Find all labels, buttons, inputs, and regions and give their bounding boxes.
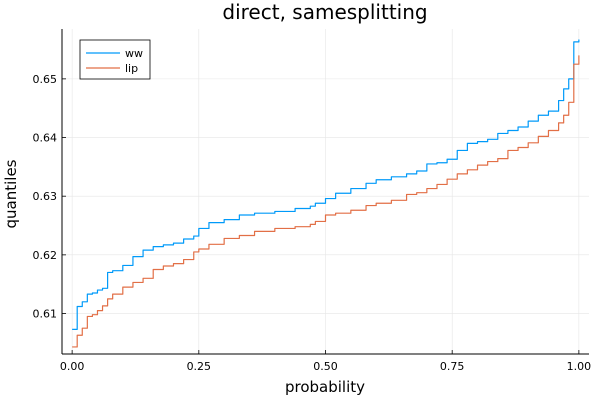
chart-title: direct, samesplitting: [222, 0, 427, 24]
series-layer: [72, 39, 580, 348]
legend: ww lip: [79, 39, 151, 80]
y-tick-label: 0.63: [33, 190, 58, 203]
y-tick-label: 0.64: [33, 132, 58, 145]
x-tick-label: 1.00: [567, 360, 592, 373]
legend-label-ww: ww: [125, 47, 143, 60]
x-tick-label: 0.25: [187, 360, 212, 373]
y-tick-label: 0.61: [33, 308, 58, 321]
x-axis-ticks: 0.00 0.25 0.50 0.75 1.00: [60, 350, 591, 373]
y-axis-label: quantiles: [2, 159, 20, 228]
x-tick-label: 0.00: [60, 360, 85, 373]
y-tick-label: 0.65: [33, 73, 58, 86]
x-tick-label: 0.50: [313, 360, 338, 373]
y-axis-ticks: 0.61 0.62 0.63 0.64 0.65: [33, 73, 66, 321]
series-line-lip: [72, 55, 580, 348]
x-tick-label: 0.75: [440, 360, 465, 373]
series-line-ww: [72, 39, 580, 330]
x-axis-label: probability: [285, 378, 365, 396]
y-tick-label: 0.62: [33, 249, 58, 262]
legend-box: [79, 39, 151, 80]
grid-lines: [62, 29, 589, 354]
legend-label-lip: lip: [125, 62, 138, 75]
